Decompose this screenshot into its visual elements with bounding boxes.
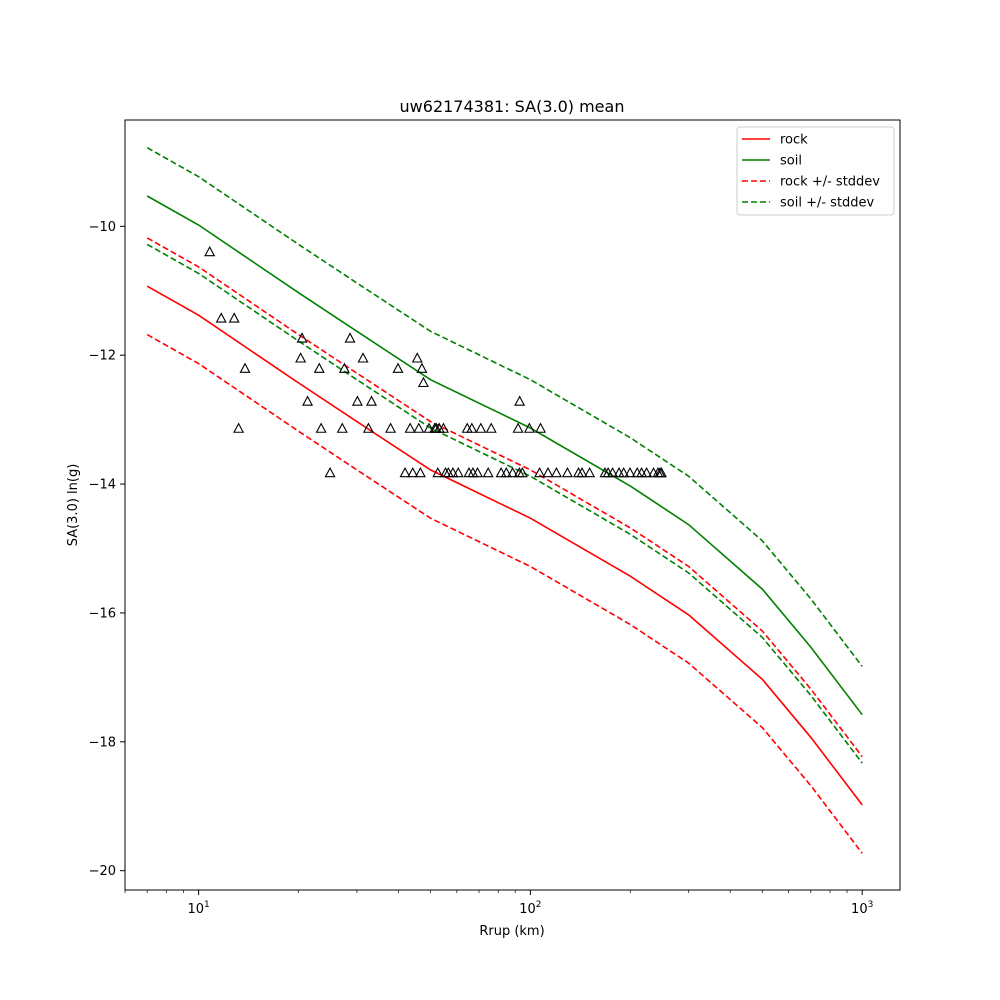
observation-point-47 xyxy=(500,466,512,478)
observation-point-4 xyxy=(233,422,245,433)
series-line-2 xyxy=(146,237,863,758)
series-line-4 xyxy=(146,147,863,667)
observation-point-8 xyxy=(313,362,325,373)
legend-label-2: rock +/- stddev xyxy=(780,175,880,190)
observation-point-11 xyxy=(336,422,348,433)
observation-point-23 xyxy=(411,352,423,363)
observation-point-13 xyxy=(344,332,356,343)
observation-point-48 xyxy=(507,466,519,478)
y-axis: −10 −12 −14 −16 −18 −20 xyxy=(89,220,125,879)
y-tick-label-2: −14 xyxy=(89,478,116,493)
x-axis-label: Rrup (km) xyxy=(479,924,544,939)
observation-point-55 xyxy=(535,422,547,433)
legend-label-1: soil xyxy=(780,154,802,169)
observation-point-14 xyxy=(351,395,363,406)
observation-point-56 xyxy=(542,466,554,478)
y-tick-label-3: −16 xyxy=(89,606,116,621)
observation-point-42 xyxy=(472,466,484,478)
observation-point-25 xyxy=(414,466,426,478)
plot-frame xyxy=(124,119,901,891)
observation-point-70 xyxy=(641,466,653,478)
observation-point-28 xyxy=(423,422,435,433)
observation-point-64 xyxy=(607,466,619,478)
observation-point-3 xyxy=(239,362,251,373)
x-tick-label-0: 101 xyxy=(187,900,209,917)
observation-point-52 xyxy=(516,466,528,478)
series-line-5 xyxy=(146,243,863,764)
observation-point-60 xyxy=(576,466,588,478)
observation-point-12 xyxy=(338,362,350,373)
observation-point-18 xyxy=(385,422,397,433)
observation-point-53 xyxy=(523,422,535,433)
observation-point-37 xyxy=(452,466,464,478)
observation-point-54 xyxy=(534,466,546,478)
series-line-3 xyxy=(146,333,863,854)
y-tick-label-4: −18 xyxy=(89,735,116,750)
y-axis-label: SA(3.0) ln(g) xyxy=(66,464,81,547)
legend-label-0: rock xyxy=(780,133,808,148)
observation-point-45 xyxy=(485,422,497,433)
legend-box xyxy=(736,126,895,216)
observation-point-2 xyxy=(228,312,240,323)
observation-point-10 xyxy=(324,466,336,478)
observation-point-61 xyxy=(584,466,596,478)
observation-point-36 xyxy=(447,466,459,478)
observation-point-38 xyxy=(461,422,473,433)
plot-lines xyxy=(146,147,863,854)
observation-point-0 xyxy=(204,245,216,257)
y-tick-label-1: −12 xyxy=(89,349,116,364)
observation-point-67 xyxy=(624,466,636,478)
observation-point-20 xyxy=(399,466,411,478)
observation-point-22 xyxy=(407,466,419,478)
observation-point-5 xyxy=(296,332,308,343)
x-tick-label-1: 102 xyxy=(519,900,541,917)
observation-point-19 xyxy=(392,362,404,373)
chart-title: uw62174381: SA(3.0) mean xyxy=(400,97,625,116)
observation-point-6 xyxy=(295,352,307,363)
observation-point-27 xyxy=(417,376,429,388)
series-line-1 xyxy=(146,195,863,716)
series-line-0 xyxy=(146,285,863,806)
observation-point-24 xyxy=(413,422,425,433)
observation-point-21 xyxy=(404,422,416,433)
observation-point-57 xyxy=(550,466,562,478)
x-axis: 101 102 103 xyxy=(124,890,873,917)
y-tick-label-5: −20 xyxy=(89,864,116,879)
legend: rock soil rock +/- stddev soil +/- stddev xyxy=(736,126,895,216)
observation-point-26 xyxy=(416,362,428,373)
x-tick-label-2: 103 xyxy=(851,900,873,917)
observation-point-31 xyxy=(432,466,444,478)
observation-point-50 xyxy=(514,395,526,406)
observation-point-44 xyxy=(482,466,494,478)
observation-point-58 xyxy=(561,466,573,478)
observation-point-17 xyxy=(366,395,378,406)
observation-point-66 xyxy=(618,466,630,478)
observation-point-43 xyxy=(475,422,487,433)
observation-points xyxy=(204,245,667,478)
observation-point-65 xyxy=(613,466,625,478)
observation-point-7 xyxy=(302,395,314,406)
observation-point-40 xyxy=(466,422,478,433)
observation-point-9 xyxy=(315,422,327,433)
observation-point-33 xyxy=(437,422,449,433)
observation-point-49 xyxy=(512,422,524,433)
observation-point-16 xyxy=(362,422,374,433)
legend-label-3: soil +/- stddev xyxy=(780,196,875,211)
observation-point-15 xyxy=(357,352,369,363)
y-tick-label-0: −10 xyxy=(89,220,116,235)
observation-point-74 xyxy=(655,466,667,478)
observation-point-1 xyxy=(215,312,227,323)
